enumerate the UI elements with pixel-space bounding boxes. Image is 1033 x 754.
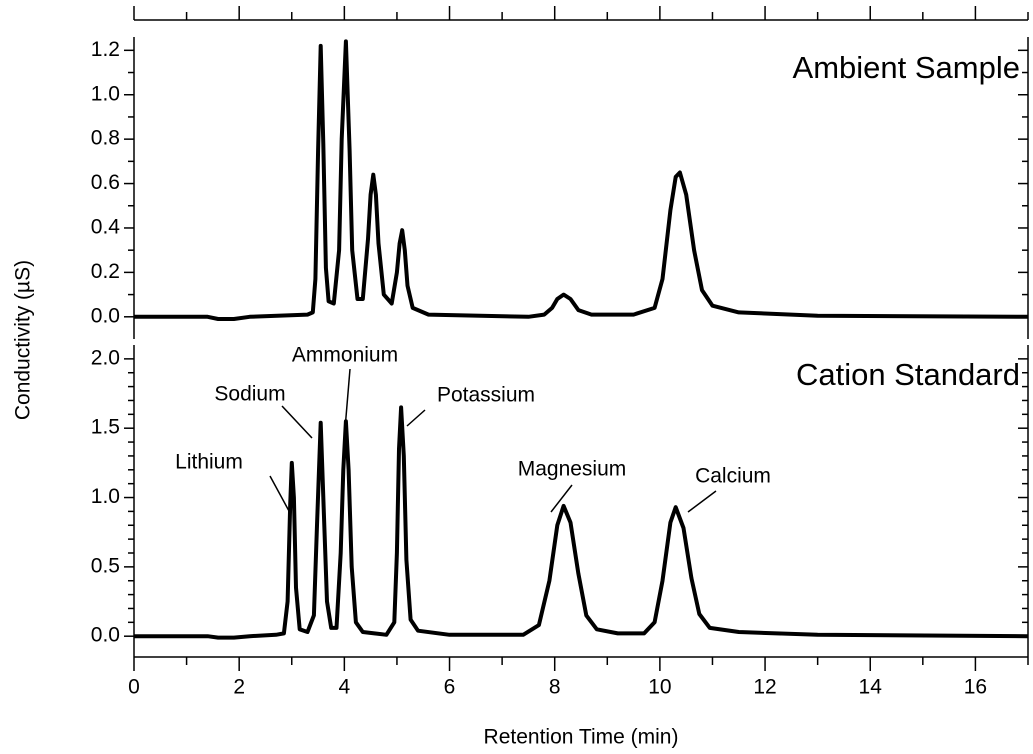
panel-title: Ambient Sample xyxy=(793,50,1020,85)
annotation: Potassium xyxy=(437,384,535,407)
annotation-leader xyxy=(550,484,573,513)
x-tick-label: 0 xyxy=(128,676,140,699)
x-tick-label: 6 xyxy=(444,676,456,699)
y-tick-label: 1.0 xyxy=(91,485,120,508)
annotation-leader xyxy=(406,409,426,427)
y-axis-label: Conductivity (µS) xyxy=(12,260,35,420)
annotation-leader xyxy=(281,405,313,439)
x-tick-label: 8 xyxy=(549,676,561,699)
y-tick-label: 0.6 xyxy=(91,171,120,194)
y-tick-label: 1.0 xyxy=(91,82,120,105)
annotation: Sodium xyxy=(214,383,285,406)
panel-title: Cation Standard xyxy=(796,357,1020,392)
data-line xyxy=(134,405,1029,640)
annotation: Lithium xyxy=(175,451,243,474)
annotation: Calcium xyxy=(695,465,771,488)
annotation-leader xyxy=(687,490,717,513)
annotation-leader xyxy=(269,475,290,512)
y-tick-label: 0.0 xyxy=(91,304,120,327)
x-tick-label: 10 xyxy=(648,676,671,699)
x-tick-label: 2 xyxy=(233,676,245,699)
y-tick-label: 1.5 xyxy=(91,416,120,439)
x-tick-label: 4 xyxy=(339,676,351,699)
annotation: Magnesium xyxy=(518,458,627,481)
y-tick-label: 0.0 xyxy=(91,624,120,647)
x-tick-label: 12 xyxy=(753,676,776,699)
data-line xyxy=(134,39,1029,321)
x-axis-label: Retention Time (min) xyxy=(484,726,679,749)
y-tick-label: 0.5 xyxy=(91,554,120,577)
y-tick-label: 0.8 xyxy=(91,127,120,150)
annotation-leader xyxy=(343,368,351,442)
y-tick-label: 1.2 xyxy=(91,38,120,61)
y-tick-label: 0.2 xyxy=(91,260,120,283)
y-tick-label: 2.0 xyxy=(91,346,120,369)
y-tick-label: 0.4 xyxy=(91,216,121,239)
annotation: Ammonium xyxy=(292,344,398,367)
x-tick-label: 14 xyxy=(859,676,883,699)
x-tick-label: 16 xyxy=(964,676,987,699)
